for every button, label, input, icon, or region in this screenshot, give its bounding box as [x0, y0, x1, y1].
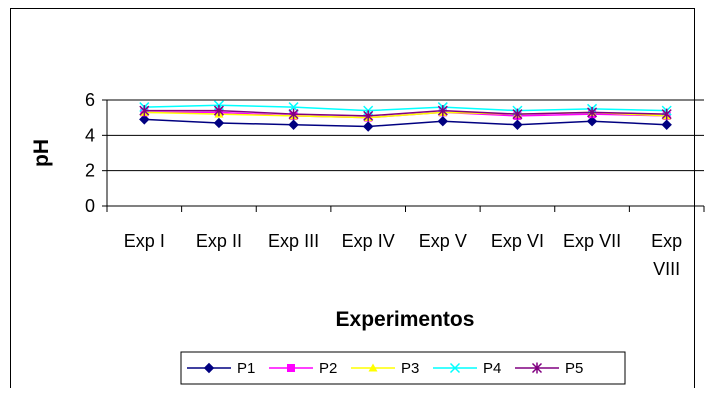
- series-group: [139, 100, 672, 132]
- legend-item-p4: P4: [433, 360, 501, 377]
- data-point: [288, 119, 299, 130]
- data-point: [213, 117, 225, 129]
- data-point: [213, 105, 224, 117]
- legend-item-p1: P1: [187, 360, 255, 377]
- legend-label: P3: [401, 360, 419, 377]
- x-tick-label: Exp VII: [563, 231, 621, 251]
- data-point: [203, 362, 215, 374]
- data-point: [139, 105, 150, 117]
- y-tick-label: 2: [85, 161, 95, 181]
- legend-label: P2: [319, 360, 337, 377]
- grid-lines: [107, 99, 704, 172]
- legend: P1 P2 P3 P4 P5: [180, 351, 626, 385]
- x-tick-label: Exp VIII: [651, 231, 682, 279]
- series-p1: [139, 114, 672, 132]
- data-point: [587, 106, 598, 118]
- chart-frame: [10, 8, 695, 388]
- series-p5: [139, 105, 672, 122]
- x-tick-label: Exp IV: [342, 231, 395, 251]
- x-axis-title: Experimentos: [336, 308, 475, 331]
- data-point: [586, 115, 598, 127]
- data-point: [531, 362, 543, 374]
- data-point: [449, 362, 461, 374]
- legend-item-p3: P3: [351, 360, 419, 377]
- legend-label: P5: [565, 360, 583, 377]
- x-tick-label: Exp VI: [491, 231, 544, 251]
- data-point: [362, 121, 374, 132]
- data-point: [661, 119, 672, 130]
- axes: [102, 99, 705, 212]
- legend-label: P4: [483, 360, 501, 377]
- data-point: [288, 102, 299, 113]
- data-point: [368, 363, 378, 372]
- series-line: [144, 118, 667, 128]
- data-point: [661, 108, 672, 120]
- y-tick-label: 0: [85, 196, 95, 216]
- legend-item-p5: P5: [515, 360, 583, 377]
- x-tick-labels: Exp I Exp II Exp III Exp IV Exp V Exp VI Exp V…: [124, 231, 682, 279]
- series-line: [144, 109, 667, 117]
- data-point: [363, 110, 374, 122]
- y-tick-labels: 0 2 4 6: [85, 90, 95, 216]
- x-tick-label: Exp I: [124, 231, 165, 251]
- y-axis-title: pH: [30, 139, 53, 167]
- data-point: [288, 108, 299, 120]
- series-line: [144, 104, 667, 112]
- data-point: [512, 108, 523, 120]
- y-tick-label: 4: [85, 125, 95, 145]
- x-tick-label: Exp II: [196, 231, 242, 251]
- x-tick-label: Exp III: [268, 231, 319, 251]
- y-tick-label: 6: [85, 90, 95, 110]
- data-point: [139, 114, 150, 125]
- data-point: [437, 105, 448, 117]
- data-point: [512, 119, 523, 130]
- x-tick-label: Exp V: [419, 231, 467, 251]
- data-point: [287, 364, 295, 372]
- legend-label: P1: [237, 360, 255, 377]
- legend-item-p2: P2: [269, 360, 337, 377]
- data-point: [437, 115, 449, 127]
